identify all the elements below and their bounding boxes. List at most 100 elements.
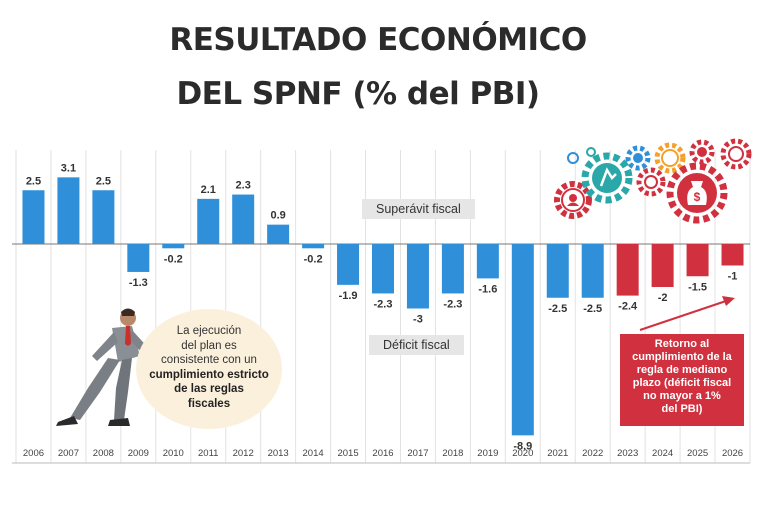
bar-2009 bbox=[127, 244, 150, 272]
callout-bubble bbox=[136, 309, 282, 429]
value-label-2020: -8.9 bbox=[513, 440, 532, 452]
small-gear-icon bbox=[586, 147, 596, 157]
svg-text:$: $ bbox=[694, 190, 701, 204]
bar-2024 bbox=[651, 244, 674, 287]
bar-2023 bbox=[616, 244, 639, 296]
x-tick-label-2008: 2008 bbox=[93, 448, 114, 459]
callout-bold-text: de las reglas bbox=[174, 383, 244, 395]
projection-note-line: plazo (déficit fiscal bbox=[632, 377, 732, 389]
gear-icon bbox=[689, 139, 715, 165]
chart-title-line2: DEL SPNF (% del PBI) bbox=[176, 76, 540, 112]
chart-title-line1: RESULTADO ECONÓMICO bbox=[169, 22, 587, 58]
bar-2007 bbox=[57, 177, 80, 244]
x-tick-label-2017: 2017 bbox=[407, 448, 428, 459]
projection-arrow bbox=[639, 300, 727, 331]
value-label-2021: -2.5 bbox=[548, 303, 567, 315]
bar-2008 bbox=[92, 190, 115, 244]
bar-2016 bbox=[372, 244, 394, 294]
callout-line: La ejecución bbox=[176, 325, 242, 337]
projection-note-line: no mayor a 1% bbox=[643, 390, 721, 402]
bar-2010 bbox=[162, 244, 185, 249]
x-tick-label-2013: 2013 bbox=[268, 448, 289, 459]
businessman-illustration bbox=[56, 308, 152, 426]
value-label-2014: -0.2 bbox=[304, 253, 323, 265]
x-tick-label-2026: 2026 bbox=[722, 448, 743, 459]
bar-2012 bbox=[232, 194, 255, 244]
value-label-2015: -1.9 bbox=[339, 290, 358, 302]
x-tick-label-2020: 2020 bbox=[512, 448, 533, 459]
x-tick-label-2022: 2022 bbox=[582, 448, 603, 459]
projection-note-line: regla de mediano bbox=[636, 364, 728, 376]
small-gear-icon bbox=[567, 152, 579, 164]
money-bag-gear-icon: $ bbox=[666, 162, 728, 224]
bar-2014 bbox=[302, 244, 325, 249]
value-label-2026: -1 bbox=[728, 271, 738, 283]
value-labels-group: 2.5 3.1 2.5 -1.3 -0.2 2.1 2.3 0.9 -0.2 -1.9 -2.3 -3… bbox=[26, 162, 738, 452]
value-label-2017: -3 bbox=[413, 314, 423, 326]
x-tick-label-2025: 2025 bbox=[687, 448, 708, 459]
x-tick-label-2018: 2018 bbox=[442, 448, 463, 459]
x-tick-label-2023: 2023 bbox=[617, 448, 638, 459]
x-tick-label-2011: 2011 bbox=[198, 448, 218, 459]
projection-note-line: del PBI) bbox=[661, 403, 703, 415]
callout-line: del plan es bbox=[181, 339, 237, 352]
value-label-2007: 3.1 bbox=[61, 162, 76, 174]
bar-2022 bbox=[581, 244, 604, 298]
value-label-2024: -2 bbox=[658, 292, 668, 304]
bar-2026 bbox=[721, 244, 744, 266]
gear-icon bbox=[625, 145, 651, 171]
x-tick-label-2015: 2015 bbox=[337, 448, 358, 459]
x-tick-label-2009: 2009 bbox=[128, 448, 149, 459]
value-label-2016: -2.3 bbox=[374, 298, 393, 310]
deficit-zone-label: Déficit fiscal bbox=[369, 335, 464, 355]
x-tick-label-2006: 2006 bbox=[23, 448, 44, 459]
bar-2006 bbox=[22, 190, 45, 244]
bar-2019 bbox=[476, 244, 499, 279]
projection-arrow-head bbox=[722, 296, 735, 306]
x-tick-label-2010: 2010 bbox=[163, 448, 184, 459]
gears-illustration: $ bbox=[554, 138, 752, 224]
gear-icon bbox=[720, 138, 752, 170]
gear-icon bbox=[554, 181, 592, 219]
callout-bold-text: fiscales bbox=[187, 397, 231, 410]
value-label-2008: 2.5 bbox=[96, 175, 111, 187]
callout-line: consistente con un bbox=[161, 354, 257, 366]
gear-icon bbox=[654, 142, 686, 174]
bar-2025 bbox=[686, 244, 709, 277]
bar-2011 bbox=[197, 198, 220, 244]
value-label-2018: -2.3 bbox=[443, 298, 462, 310]
value-label-2023: -2.4 bbox=[618, 301, 638, 313]
value-label-2009: -1.3 bbox=[129, 277, 148, 289]
x-tick-label-2007: 2007 bbox=[58, 448, 79, 459]
callout-line-bold: de las reglas bbox=[136, 382, 282, 397]
value-label-2019: -1.6 bbox=[478, 283, 497, 295]
x-tick-label-2012: 2012 bbox=[233, 448, 254, 459]
callout-bold-text: cumplimiento estricto bbox=[149, 368, 269, 381]
projection-note-line: cumplimiento de la bbox=[632, 351, 732, 363]
callout-text: La ejecución del plan es consistente con… bbox=[136, 324, 282, 411]
bars-group bbox=[22, 177, 744, 436]
x-tick-label-2021: 2021 bbox=[547, 448, 568, 459]
x-tick-label-2014: 2014 bbox=[303, 448, 324, 459]
projection-note-box: Retorno al cumplimiento de la regla de m… bbox=[620, 334, 744, 426]
value-label-2022: -2.5 bbox=[583, 303, 602, 315]
value-label-2012: 2.3 bbox=[236, 180, 251, 192]
value-label-2011: 2.1 bbox=[201, 184, 216, 196]
gear-icon bbox=[636, 167, 666, 197]
x-tick-label-2019: 2019 bbox=[477, 448, 498, 459]
value-label-2013: 0.9 bbox=[270, 210, 285, 222]
bar-2021 bbox=[546, 244, 569, 298]
value-label-2025: -1.5 bbox=[688, 281, 707, 293]
bar-2015 bbox=[337, 244, 360, 285]
projection-note-line: Retorno al bbox=[654, 338, 710, 350]
callout-line-bold: fiscales bbox=[136, 397, 282, 412]
gear-icon bbox=[581, 152, 633, 204]
value-label-2006: 2.5 bbox=[26, 175, 41, 187]
bar-2018 bbox=[441, 244, 464, 294]
x-tick-label-2024: 2024 bbox=[652, 448, 673, 459]
bar-2013 bbox=[267, 224, 290, 244]
value-label-2010: -0.2 bbox=[164, 253, 183, 265]
callout-line-bold: cumplimiento estricto bbox=[136, 368, 282, 383]
bar-2020 bbox=[511, 244, 534, 436]
